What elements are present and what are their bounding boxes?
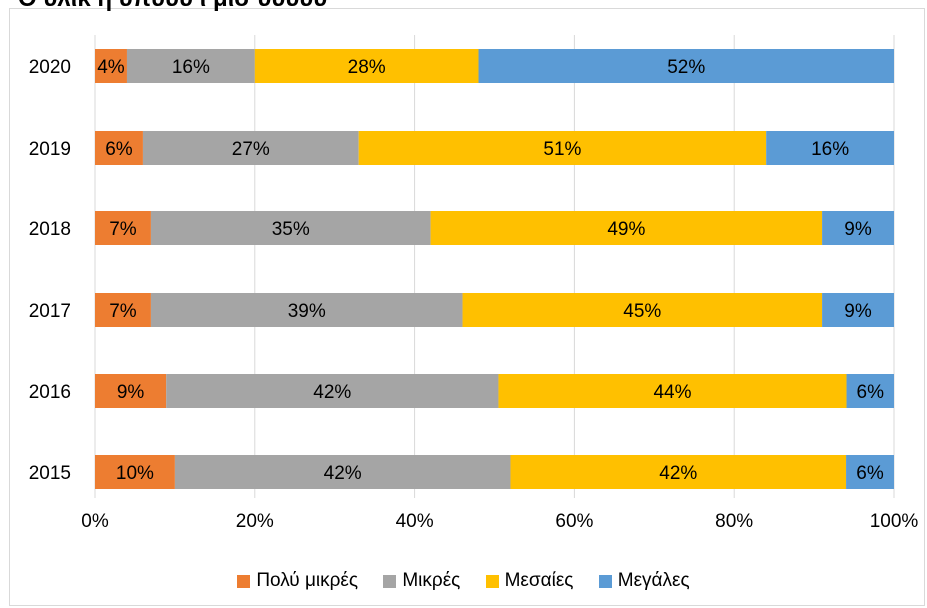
bar-segment xyxy=(95,293,151,327)
data-label: 51% xyxy=(543,139,581,160)
legend-item-small: Μικρές xyxy=(383,570,460,592)
bar-segment xyxy=(358,131,767,165)
bar-segment xyxy=(822,293,894,327)
legend-swatch xyxy=(383,574,397,588)
data-label: 45% xyxy=(623,301,661,322)
bar-segment xyxy=(95,211,151,245)
data-label: 42% xyxy=(659,463,697,484)
bar-segment xyxy=(166,374,499,408)
data-label: 28% xyxy=(348,57,386,78)
bar-segment xyxy=(142,131,359,165)
data-label: 4% xyxy=(97,57,125,78)
data-label: 16% xyxy=(172,57,210,78)
legend-swatch xyxy=(485,574,499,588)
data-label: 7% xyxy=(109,301,137,322)
legend-item-medium: Μεσαίες xyxy=(485,570,574,592)
x-tick-label: 80% xyxy=(715,511,753,532)
bar-segment xyxy=(846,374,894,408)
bar-segment xyxy=(126,49,255,83)
data-label: 6% xyxy=(105,139,133,160)
data-label: 44% xyxy=(653,382,691,403)
legend-label: Πολύ μικρές xyxy=(256,570,359,591)
data-label: 10% xyxy=(116,463,154,484)
legend-label: Μεσαίες xyxy=(504,570,574,591)
bar-segment xyxy=(174,455,511,489)
bar-segment xyxy=(498,374,847,408)
legend-label: Μικρές xyxy=(402,570,461,591)
legend: Πολύ μικρές Μικρές Μεσαίες Μεγάλες xyxy=(0,570,927,594)
y-category-label: 2018 xyxy=(29,219,71,240)
x-tick-label: 20% xyxy=(236,511,274,532)
data-label: 9% xyxy=(117,382,145,403)
data-label: 42% xyxy=(313,382,351,403)
data-label: 52% xyxy=(667,57,705,78)
x-tick-label: 0% xyxy=(81,511,109,532)
bar-segment xyxy=(150,293,463,327)
bar-segment xyxy=(478,49,894,83)
legend-item-very-small: Πολύ μικρές xyxy=(237,570,358,592)
data-label: 16% xyxy=(811,139,849,160)
bar-segment xyxy=(150,211,431,245)
data-label: 49% xyxy=(607,219,645,240)
y-category-label: 2019 xyxy=(29,139,71,160)
bar-segment xyxy=(510,455,847,489)
bar-segment xyxy=(95,374,167,408)
data-label: 39% xyxy=(288,301,326,322)
y-category-label: 2017 xyxy=(29,301,71,322)
bar-segment xyxy=(462,293,823,327)
bar-segment xyxy=(95,455,175,489)
data-label: 27% xyxy=(232,139,270,160)
data-label: 6% xyxy=(856,463,884,484)
bar-segment xyxy=(822,211,894,245)
x-tick-label: 100% xyxy=(870,511,919,532)
x-tick-label: 60% xyxy=(555,511,593,532)
bar-segment xyxy=(95,131,143,165)
chart-title: Ο ύλικ ή υπύυυ ί μισ ύυυυυ xyxy=(18,0,327,12)
legend-swatch xyxy=(237,574,251,588)
data-label: 35% xyxy=(272,219,310,240)
legend-label: Μεγάλες xyxy=(617,570,690,591)
x-tick-label: 40% xyxy=(396,511,434,532)
data-label: 9% xyxy=(844,301,872,322)
bar-segment xyxy=(846,455,894,489)
bar-segment xyxy=(95,49,127,83)
data-label: 42% xyxy=(324,463,362,484)
data-label: 6% xyxy=(857,382,885,403)
y-category-label: 2020 xyxy=(29,57,71,78)
y-category-label: 2016 xyxy=(29,382,71,403)
legend-item-large: Μεγάλες xyxy=(598,570,690,592)
bar-segment xyxy=(766,131,894,165)
legend-swatch xyxy=(598,574,612,588)
y-category-label: 2015 xyxy=(29,463,71,484)
data-label: 7% xyxy=(109,219,137,240)
data-label: 9% xyxy=(844,219,872,240)
bar-segment xyxy=(254,49,479,83)
bar-segment xyxy=(430,211,823,245)
